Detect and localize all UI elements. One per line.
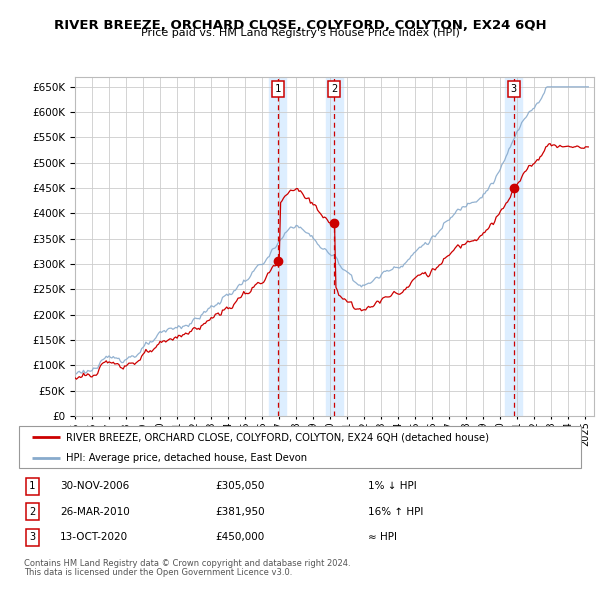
Text: 30-NOV-2006: 30-NOV-2006 (60, 481, 130, 491)
Bar (505, 77, 523, 416)
Text: 3: 3 (29, 532, 35, 542)
Text: £305,050: £305,050 (215, 481, 265, 491)
Text: 2: 2 (331, 84, 337, 94)
Text: Contains HM Land Registry data © Crown copyright and database right 2024.: Contains HM Land Registry data © Crown c… (24, 559, 350, 568)
Text: 2: 2 (29, 507, 35, 517)
Text: RIVER BREEZE, ORCHARD CLOSE, COLYFORD, COLYTON, EX24 6QH: RIVER BREEZE, ORCHARD CLOSE, COLYFORD, C… (53, 19, 547, 32)
Text: ≈ HPI: ≈ HPI (368, 532, 397, 542)
Text: 26-MAR-2010: 26-MAR-2010 (60, 507, 130, 517)
Bar (269, 77, 286, 416)
FancyBboxPatch shape (19, 426, 581, 468)
Text: HPI: Average price, detached house, East Devon: HPI: Average price, detached house, East… (66, 453, 307, 463)
Text: £450,000: £450,000 (215, 532, 265, 542)
Text: 1: 1 (275, 84, 281, 94)
Text: 3: 3 (511, 84, 517, 94)
Text: 16% ↑ HPI: 16% ↑ HPI (368, 507, 423, 517)
Bar (326, 77, 343, 416)
Text: £381,950: £381,950 (215, 507, 265, 517)
Text: 1% ↓ HPI: 1% ↓ HPI (368, 481, 416, 491)
Text: 1: 1 (29, 481, 35, 491)
Text: Price paid vs. HM Land Registry's House Price Index (HPI): Price paid vs. HM Land Registry's House … (140, 28, 460, 38)
Text: This data is licensed under the Open Government Licence v3.0.: This data is licensed under the Open Gov… (24, 568, 292, 576)
Text: RIVER BREEZE, ORCHARD CLOSE, COLYFORD, COLYTON, EX24 6QH (detached house): RIVER BREEZE, ORCHARD CLOSE, COLYFORD, C… (66, 432, 489, 442)
Text: 13-OCT-2020: 13-OCT-2020 (60, 532, 128, 542)
